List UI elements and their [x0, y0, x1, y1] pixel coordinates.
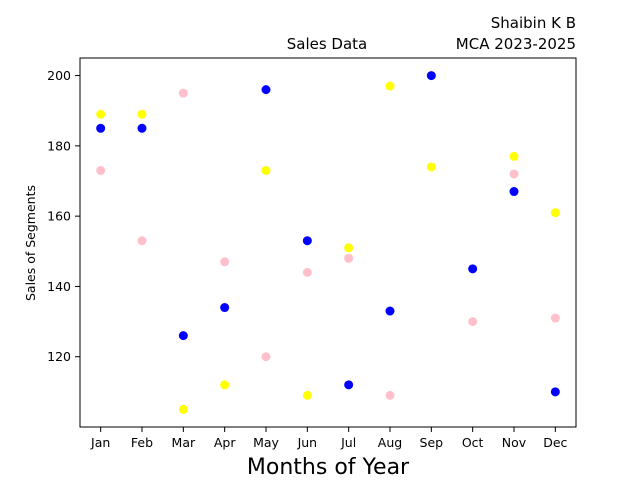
- chart-title: Sales Data: [287, 35, 368, 53]
- scatter-point: [426, 162, 436, 172]
- scatter-point: [178, 404, 188, 414]
- x-tick-label: Feb: [131, 435, 153, 450]
- y-tick-label: 140: [47, 279, 71, 294]
- scatter-point: [137, 236, 147, 246]
- scatter-point: [509, 151, 519, 161]
- scatter-point: [344, 380, 354, 390]
- scatter-point: [344, 243, 354, 253]
- scatter-point: [220, 380, 230, 390]
- x-tick-label: Dec: [543, 435, 567, 450]
- y-tick-label: 120: [47, 349, 71, 364]
- scatter-point: [344, 253, 354, 263]
- y-tick-label: 200: [47, 68, 71, 83]
- scatter-point: [385, 81, 395, 91]
- scatter-point: [426, 71, 436, 81]
- author-line-2: MCA 2023-2025: [456, 35, 576, 53]
- x-tick-label: Jan: [90, 435, 110, 450]
- x-tick-label: Oct: [462, 435, 484, 450]
- scatter-point: [261, 165, 271, 175]
- scatter-point: [302, 236, 312, 246]
- scatter-point: [468, 264, 478, 274]
- scatter-point: [509, 169, 519, 179]
- axis-ticks: Jan Feb Mar Apr May Jun Jul Aug Sep Oct Nov Dec 120 1…: [47, 68, 567, 450]
- x-tick-label: Aug: [378, 435, 402, 450]
- scatter-point: [261, 352, 271, 362]
- x-tick-label: Apr: [214, 435, 236, 450]
- x-tick-label: May: [253, 435, 279, 450]
- scatter-point: [96, 109, 106, 119]
- y-axis-label: Sales of Segments: [23, 185, 38, 301]
- x-tick-label: Nov: [502, 435, 527, 450]
- scatter-point: [220, 303, 230, 313]
- scatter-point: [550, 208, 560, 218]
- scatter-point: [261, 85, 271, 95]
- scatter-point: [385, 306, 395, 316]
- scatter-point: [96, 123, 106, 133]
- scatter-point: [385, 390, 395, 400]
- scatter-point: [220, 257, 230, 267]
- scatter-point: [468, 317, 478, 327]
- x-tick-label: Mar: [172, 435, 196, 450]
- scatter-point: [178, 88, 188, 98]
- scatter-point: [96, 165, 106, 175]
- y-tick-label: 180: [47, 138, 71, 153]
- scatter-point: [137, 123, 147, 133]
- scatter-point: [137, 109, 147, 119]
- scatter-point: [302, 267, 312, 277]
- y-tick-label: 160: [47, 209, 71, 224]
- x-tick-label: Jun: [297, 435, 318, 450]
- x-axis-label: Months of Year: [247, 455, 410, 480]
- scatter-point: [550, 313, 560, 323]
- x-tick-label: Sep: [420, 435, 444, 450]
- author-line-1: Shaibin K B: [491, 14, 576, 32]
- plot-area-frame: [79, 57, 577, 428]
- scatter-point: [550, 387, 560, 397]
- data-points: [96, 71, 560, 414]
- scatter-point: [302, 390, 312, 400]
- scatter-point: [178, 331, 188, 341]
- scatter-point: [509, 187, 519, 197]
- x-tick-label: Jul: [340, 435, 356, 450]
